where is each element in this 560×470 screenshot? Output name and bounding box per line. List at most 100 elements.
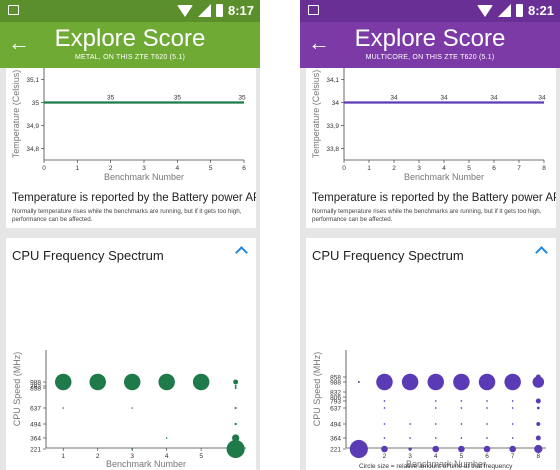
frequency-bubble [357, 381, 360, 383]
frequency-bubble [131, 407, 134, 409]
frequency-bubble [383, 407, 386, 409]
frequency-bubble [383, 400, 386, 402]
y-tick-label: 33,9 [326, 123, 339, 130]
x-tick-label: 4 [442, 165, 446, 172]
frequency-bubble [486, 400, 488, 402]
y-tick-label: 34,9 [26, 123, 39, 130]
frequency-bubble [383, 423, 386, 425]
x-tick-label: 2 [383, 453, 387, 460]
y-tick-label: 35 [32, 100, 40, 107]
temperature-card-heading: Temperature is reported by the Battery p… [12, 192, 256, 204]
battery-icon [215, 4, 223, 17]
screenshot-right: 8:21 ← Explore Score MULTICORE, ON THIS … [300, 0, 560, 470]
x-axis-title: Benchmark Number [104, 172, 184, 182]
status-time: 8:17 [227, 3, 254, 18]
x-tick-label: 6 [492, 165, 496, 172]
frequency-bubble [408, 447, 412, 451]
x-tick-label: 3 [142, 165, 146, 172]
frequency-bubble [460, 400, 463, 402]
frequency-bubble [233, 379, 239, 385]
x-tick-label: 0 [342, 165, 346, 172]
x-tick-label: 8 [536, 453, 540, 460]
status-bar: 8:21 [300, 0, 560, 22]
frequency-bubble [54, 373, 72, 391]
back-arrow-icon[interactable]: ← [8, 30, 30, 55]
frequency-bubble [192, 373, 210, 391]
frequency-bubble [401, 373, 419, 391]
frequency-bubble [165, 437, 168, 439]
y-axis-title: Temperature (Celsius) [11, 70, 21, 159]
data-label: 35 [238, 95, 246, 102]
frequency-bubble [535, 374, 541, 380]
x-tick-label: 7 [517, 165, 521, 172]
frequency-bubble [486, 407, 488, 409]
frequency-bubble [89, 373, 106, 391]
x-tick-label: 6 [242, 165, 246, 172]
x-axis-title: Benchmark Number [406, 459, 486, 469]
cpu-frequency-heading: CPU Frequency Spectrum [12, 248, 164, 263]
x-tick-label: 5 [467, 165, 471, 172]
x-axis-title: Benchmark Number [404, 172, 484, 182]
frequency-bubble [532, 376, 545, 388]
y-tick-label: 858 [30, 385, 41, 392]
y-tick-label: 221 [30, 446, 41, 453]
page-subtitle: METAL, ON THIS ZTE T620 (5.1) [74, 54, 186, 61]
x-tick-label: 5 [460, 453, 464, 460]
frequency-bubble [234, 387, 237, 389]
y-tick-label: 793 [330, 398, 341, 405]
y-tick-label: 35,1 [26, 77, 39, 84]
frequency-bubble [234, 422, 237, 426]
y-tick-label: 988 [30, 379, 41, 386]
frequency-bubble [434, 423, 437, 425]
x-tick-label: 8 [542, 165, 546, 172]
y-tick-label: 637 [330, 405, 341, 412]
x-tick-label: 2 [96, 453, 100, 460]
y-tick-label: 364 [30, 435, 41, 442]
y-tick-label: 33,8 [326, 146, 339, 153]
x-tick-label: 4 [165, 453, 169, 460]
frequency-bubble [432, 445, 440, 453]
y-tick-label: 988 [330, 379, 341, 386]
frequency-bubble [535, 398, 541, 404]
y-tick-label: 34,8 [26, 146, 39, 153]
frequency-bubble [460, 423, 463, 425]
frequency-bubble [381, 445, 388, 453]
frequency-bubble [511, 400, 514, 402]
x-tick-label: 1 [61, 453, 65, 460]
image-notification-icon [8, 5, 19, 15]
cpu-frequency-chart: 988858793637494364221123456Benchmark Num… [12, 350, 246, 469]
x-tick-label: 4 [434, 453, 438, 460]
image-notification-icon [308, 5, 319, 15]
frequency-bubble [504, 373, 521, 391]
x-tick-label: 2 [109, 165, 113, 172]
y-tick-label: 832 [330, 389, 341, 396]
x-tick-label: 5 [209, 165, 213, 172]
x-tick-label: 1 [76, 165, 80, 172]
cpu-frequency-card: CPU Frequency Spectrum 988 858 793 637 494 36… [6, 238, 256, 470]
frequency-bubble [486, 423, 488, 425]
frequency-bubble [483, 445, 491, 453]
y-tick-label: 221 [330, 446, 341, 453]
frequency-bubble [511, 407, 514, 409]
x-tick-label: 3 [408, 453, 412, 460]
frequency-bubble [158, 373, 175, 391]
frequency-bubble [232, 434, 240, 442]
y-tick-label: 34 [332, 100, 340, 107]
x-tick-label: 4 [176, 165, 180, 172]
y-tick-label: 494 [30, 421, 41, 428]
page-subtitle: MULTICORE, ON THIS ZTE T620 (5.1) [365, 54, 495, 61]
temperature-card: 34,1 34 33,9 33,8 0 1 2 3 4 5 6 7 8 34 34 34 34 Benchmark… [306, 68, 556, 228]
temperature-card-note: Normally temperature rises while the ben… [12, 208, 242, 223]
frequency-bubble [123, 373, 141, 391]
y-axis-title: CPU Speed (MHz) [312, 352, 322, 427]
battery-icon [515, 4, 523, 17]
x-tick-label: 2 [392, 165, 396, 172]
frequency-bubble [226, 439, 245, 459]
back-arrow-icon[interactable]: ← [308, 30, 330, 55]
frequency-bubble [434, 400, 437, 402]
frequency-bubble [62, 407, 65, 409]
frequency-bubble [460, 437, 463, 439]
y-axis-title: Temperature (Celsius) [311, 70, 321, 159]
frequency-bubble [383, 437, 386, 439]
